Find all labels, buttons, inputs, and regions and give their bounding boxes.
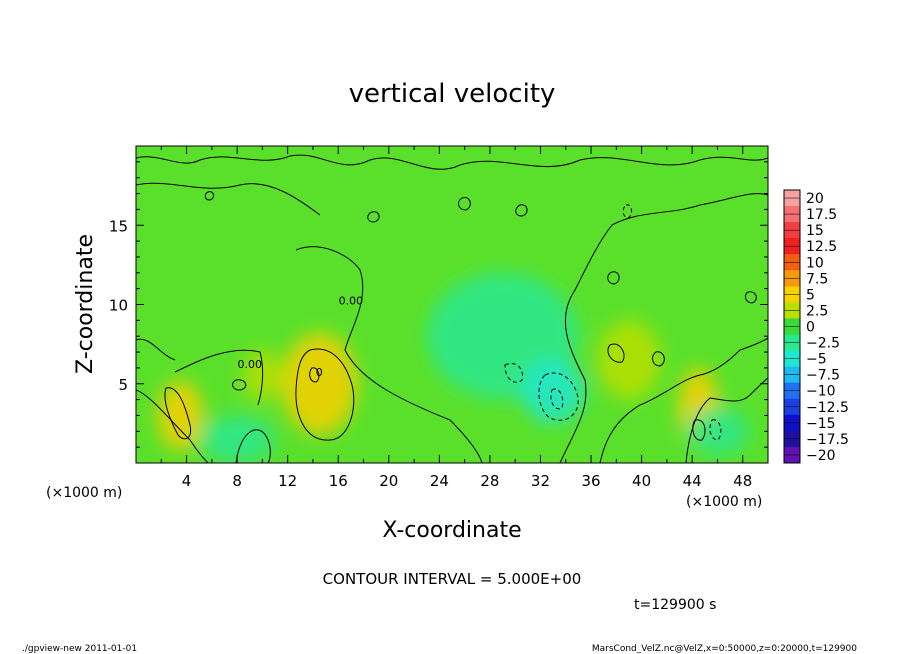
colorbar-label: −12.5 xyxy=(806,400,849,416)
colorbar-label: 0 xyxy=(806,320,815,336)
x-tick-label: 44 xyxy=(683,472,702,490)
colorbar-label: −20 xyxy=(806,448,836,464)
field-blob xyxy=(597,320,661,400)
contour-line xyxy=(607,271,620,285)
contour-line xyxy=(136,389,209,463)
colorbar-label: 20 xyxy=(806,191,824,207)
y-tick-label: 15 xyxy=(109,217,128,235)
x-unit-label: (×1000 m) xyxy=(46,485,122,501)
negative-contour xyxy=(504,363,524,383)
colorbar-swatch xyxy=(784,270,800,287)
colorbar-label: 15 xyxy=(806,223,824,239)
x-tick-label: 24 xyxy=(430,472,449,490)
contour-interval-text: CONTOUR INTERVAL = 5.000E+00 xyxy=(323,570,582,588)
y-axis-label: Z-coordinate xyxy=(73,234,98,374)
contour-label: 0.00 xyxy=(339,295,364,308)
x-tick-label: 4 xyxy=(182,472,192,490)
x-tick-label: 12 xyxy=(278,472,297,490)
contour-line xyxy=(599,337,768,463)
contour-line xyxy=(295,348,355,441)
contour-line xyxy=(744,291,757,304)
y-tick-label: 5 xyxy=(118,376,128,394)
contour-line xyxy=(136,154,768,170)
field-blob xyxy=(685,407,750,456)
colorbar-label: −17.5 xyxy=(806,432,849,448)
colorbar-label: 12.5 xyxy=(806,239,837,255)
colorbar-label: 17.5 xyxy=(806,207,837,223)
colorbar-label: 10 xyxy=(806,255,824,271)
x-unit-label-right: (×1000 m) xyxy=(686,494,762,510)
contour-line xyxy=(309,367,320,383)
contour-line xyxy=(458,196,471,211)
x-tick-label: 32 xyxy=(531,472,550,490)
x-tick-label: 48 xyxy=(733,472,752,490)
footer-right: MarsCond_VelZ.nc@VelZ,x=0:50000,z=0:2000… xyxy=(592,644,857,654)
contour-label: 0 xyxy=(316,366,323,379)
contour-line xyxy=(235,429,271,463)
contour-line xyxy=(136,338,264,406)
colorbar: 2017.51512.5107.552.50−2.5−5−7.5−10−12.5… xyxy=(783,189,849,464)
contour-line xyxy=(295,246,483,463)
x-tick-label: 16 xyxy=(329,472,348,490)
contour-label: 0.00 xyxy=(238,358,263,371)
contour-line xyxy=(607,343,625,363)
colorbar-label: −2.5 xyxy=(806,336,840,352)
contour-line xyxy=(692,419,706,441)
x-axis-label: X-coordinate xyxy=(382,518,521,543)
contour-line xyxy=(652,351,665,367)
negative-contour xyxy=(709,419,722,441)
x-tick-label: 8 xyxy=(232,472,242,490)
colorbar-label: −7.5 xyxy=(806,368,840,384)
colorbar-label: −5 xyxy=(806,352,827,368)
contour-line xyxy=(204,191,215,201)
contour-line xyxy=(136,182,321,216)
colorbar-label: −10 xyxy=(806,384,836,400)
x-tick-label: 36 xyxy=(581,472,600,490)
y-tick-label: 10 xyxy=(109,297,128,315)
contour-line xyxy=(559,193,768,463)
field-blob xyxy=(199,415,276,463)
x-tick-label: 40 xyxy=(632,472,651,490)
contour-line xyxy=(367,211,380,223)
colorbar-label: 5 xyxy=(806,287,815,303)
field-blob xyxy=(157,380,203,451)
colorbar-label: −15 xyxy=(806,416,836,432)
chart-title: vertical velocity xyxy=(349,79,556,109)
time-text: t=129900 s xyxy=(634,597,716,613)
negative-contour xyxy=(538,372,579,421)
footer-left: ./gpview-new 2011-01-01 xyxy=(22,644,137,654)
negative-contour xyxy=(622,204,633,219)
contour-line xyxy=(515,204,528,217)
x-tick-label: 28 xyxy=(480,472,499,490)
contour-line xyxy=(232,379,247,391)
x-tick-label: 20 xyxy=(379,472,398,490)
colorbar-label: 7.5 xyxy=(806,271,828,287)
colorbar-label: 2.5 xyxy=(806,303,828,319)
field-blob xyxy=(521,359,585,424)
